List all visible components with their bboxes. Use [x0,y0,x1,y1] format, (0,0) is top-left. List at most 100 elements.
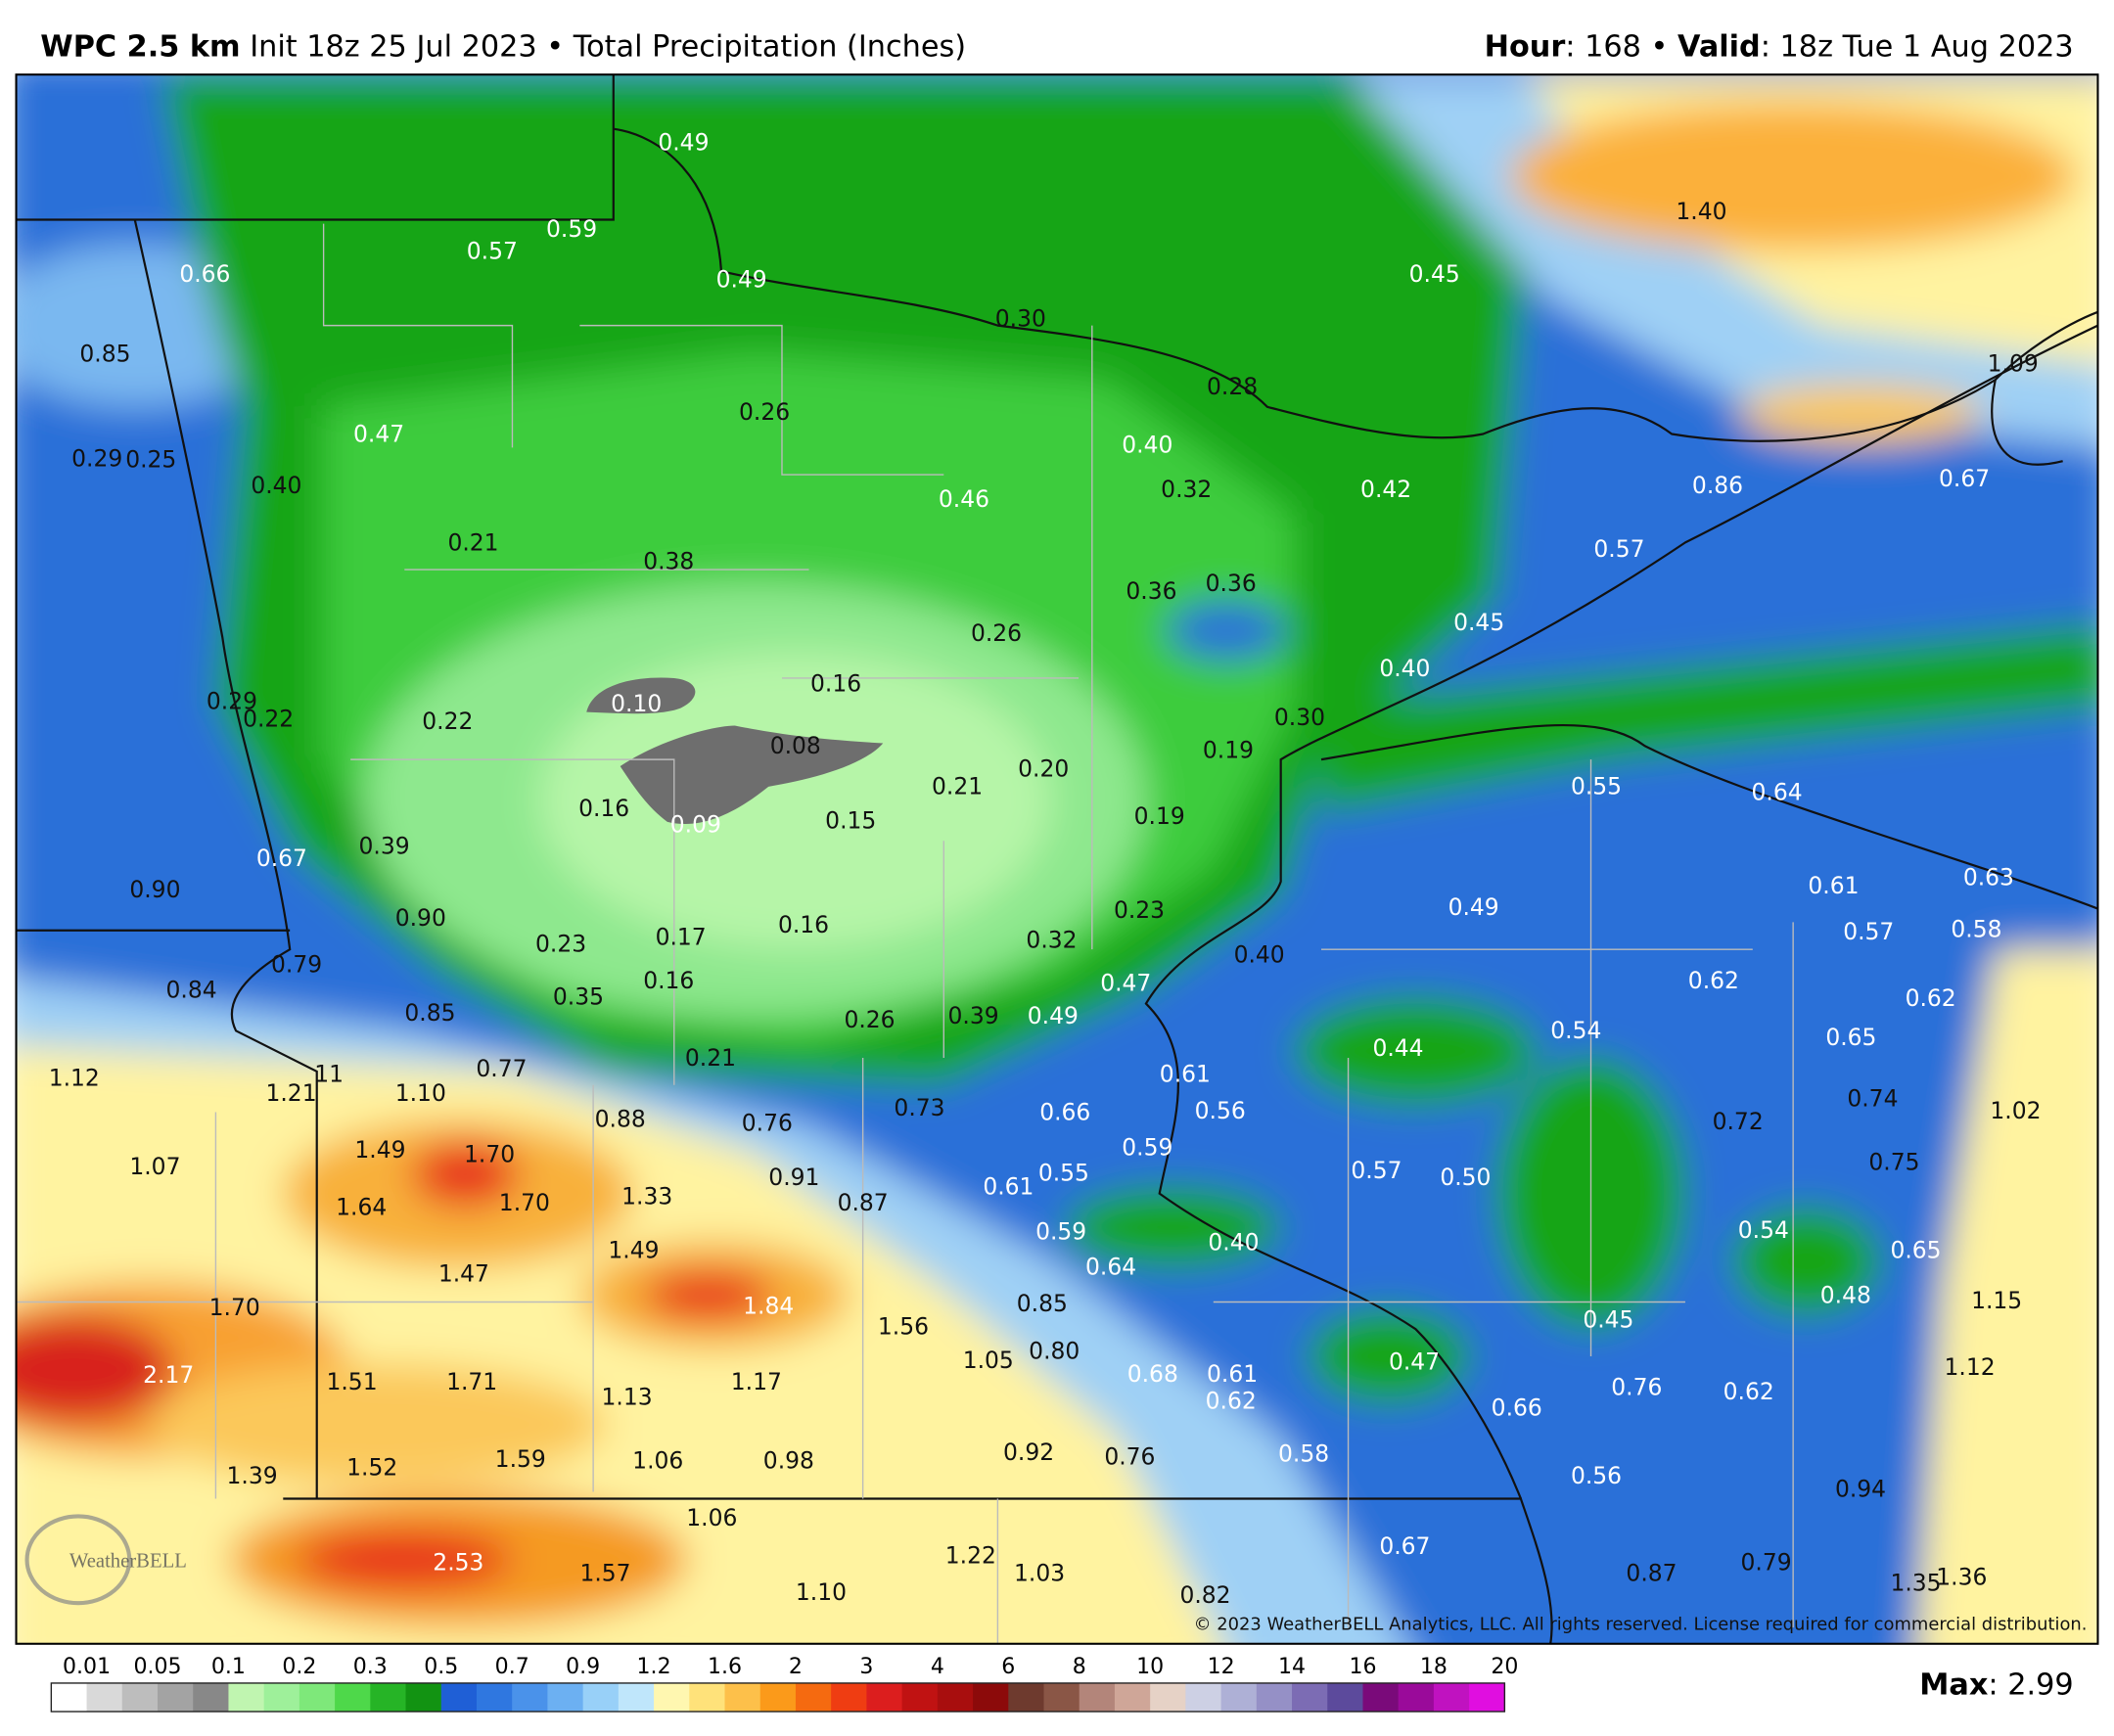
precip-value: 0.39 [948,1002,999,1029]
color-swatch [1043,1682,1080,1713]
precip-value: 0.22 [243,705,294,732]
precip-value: 1.52 [346,1453,397,1481]
precip-value: 0.58 [1278,1440,1329,1468]
colorbar-tick-label: 0.1 [211,1654,246,1679]
precip-value: 1.49 [608,1237,659,1264]
precip-value: 1.06 [686,1504,737,1531]
precip-value: 0.44 [1372,1034,1423,1062]
max-label: Max [1919,1667,1989,1702]
precip-value: 0.91 [768,1164,819,1191]
precip-value: 1.36 [1936,1564,1987,1591]
precip-value: 1.17 [731,1368,782,1395]
precip-value: 0.36 [1126,577,1176,605]
precip-area [1732,1207,1881,1316]
colorbar-tick-label: 0.5 [424,1654,458,1679]
precip-value: 0.76 [742,1109,793,1136]
precip-value: 0.72 [1713,1108,1764,1135]
color-swatch [1469,1682,1506,1713]
logo: WeatherBELL [24,1514,187,1606]
precip-area [1294,996,1538,1106]
precip-value: 0.65 [1825,1024,1876,1051]
boundary [1320,723,2098,910]
precip-value: 0.26 [971,619,1022,647]
precip-value: 1.12 [1945,1353,1996,1381]
precip-value: 0.65 [1890,1237,1941,1264]
precip-value: 0.61 [983,1173,1034,1201]
precip-value: 0.26 [844,1006,895,1033]
precip-value: 1.33 [621,1182,672,1210]
boundary [16,74,615,221]
boundary [1991,379,2063,466]
precip-value: 1.02 [1990,1097,2041,1124]
colorbar-tick-label: 8 [1073,1654,1086,1679]
precip-value: 0.66 [1492,1393,1542,1421]
precip-value: 0.68 [1127,1360,1178,1388]
map-frame [15,73,2099,1645]
precip-value: 0.77 [476,1055,527,1082]
color-swatch [1398,1682,1435,1713]
hour-value: : 168 • [1565,29,1677,64]
precip-value: 0.67 [1379,1532,1430,1560]
precip-value: 0.09 [670,810,721,838]
init: Init 18z 25 Jul 2023 • Total Precipitati… [241,29,966,64]
max-value: : 2.99 [1988,1667,2073,1702]
color-swatch [724,1682,761,1713]
precip-value: 0.19 [1203,736,1254,763]
precip-value: 1.22 [945,1542,996,1570]
precip-value: 0.74 [1847,1084,1898,1112]
precip-value: 0.66 [1039,1098,1090,1125]
precip-value: 0.29 [71,444,122,472]
color-swatch [440,1682,478,1713]
precip-value: 0.79 [271,950,322,978]
county-line [322,223,514,448]
precip-value: 0.49 [1448,893,1499,921]
precip-value: 0.21 [685,1044,736,1072]
color-swatch [263,1682,300,1713]
precip-value: 1.39 [227,1462,278,1489]
precip-value: 0.85 [404,999,455,1027]
precip-value: 0.75 [1868,1149,1919,1176]
precip-value: 0.76 [1611,1374,1662,1401]
precip-value: 0.42 [1360,476,1411,503]
colorbar-tick-label: 0.05 [133,1654,181,1679]
precip-value: 1.15 [1971,1287,2022,1314]
precip-value: 1.12 [49,1065,100,1092]
precip-value: 1.09 [1988,349,2039,377]
precip-value: 0.39 [359,833,410,860]
precip-value: 0.47 [1100,970,1151,997]
precip-value: 0.59 [1035,1217,1086,1245]
color-swatch [1114,1682,1151,1713]
precip-value: 0.57 [1843,918,1894,945]
color-swatch [193,1682,230,1713]
min-precip-area [586,677,696,714]
precip-area [1321,624,2098,814]
color-swatch [512,1682,549,1713]
precip-value: 0.61 [1160,1061,1211,1088]
color-swatch [1079,1682,1116,1713]
precip-value: 0.35 [553,983,604,1011]
colorbar-tick-label: 1.6 [708,1654,742,1679]
precip-value: 0.29 [207,687,257,714]
colorbar-tick-label: 2 [789,1654,803,1679]
precip-value: 0.49 [1028,1002,1079,1029]
precip-value: 0.19 [1134,802,1185,830]
precip-value: 0.73 [894,1094,944,1121]
precip-value: 0.85 [1017,1290,1068,1317]
precip-area [148,1362,607,1485]
precip-value: 0.57 [1593,535,1644,563]
precip-value: 0.79 [1741,1548,1792,1576]
precip-value: 0.64 [1085,1253,1136,1280]
min-precip-area [620,725,884,825]
precip-value: 0.90 [395,904,446,932]
precip-value: 0.56 [1571,1462,1622,1489]
precip-value: 1.21 [265,1079,316,1107]
colorbar-tick-label: 1.2 [637,1654,671,1679]
precip-value: 0.62 [1723,1378,1774,1405]
colorbar-tick-label: 16 [1349,1654,1376,1679]
precip-value: 0.08 [770,732,821,759]
precip-value: 1.56 [878,1312,929,1340]
precip-value: 0.25 [125,446,176,474]
model: WPC 2.5 km [40,29,240,64]
precip-value: 0.62 [1688,967,1739,994]
color-swatch [1185,1682,1222,1713]
